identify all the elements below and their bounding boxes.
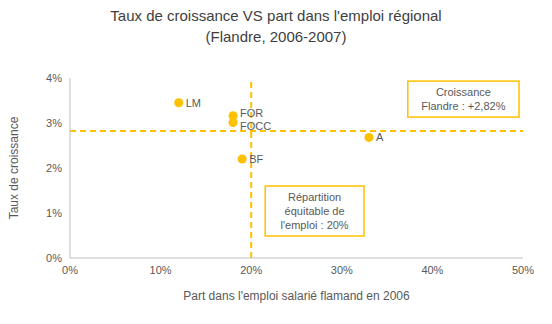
svg-text:LM: LM [186, 97, 201, 109]
html-text:Taux de croissance VS part dan: Taux de croissance VS part dans l'emploi… [110, 7, 442, 24]
svg-text:Croissance: Croissance [436, 86, 491, 98]
svg-text:40%: 40% [421, 264, 443, 276]
svg-text:l'emploi : 20%: l'emploi : 20% [281, 219, 349, 231]
svg-text:FOR: FOR [240, 107, 263, 119]
svg-text:30%: 30% [331, 264, 353, 276]
svg-text:FOCC: FOCC [240, 120, 271, 132]
svg-text:Flandre : +2,82%: Flandre : +2,82% [421, 100, 505, 112]
svg-text:4%: 4% [46, 72, 62, 84]
svg-text:Répartition: Répartition [288, 191, 341, 203]
svg-text:3%: 3% [46, 117, 62, 129]
svg-text:Taux de croissance: Taux de croissance [8, 116, 21, 219]
svg-text:10%: 10% [150, 264, 172, 276]
svg-text:0%: 0% [46, 252, 62, 264]
svg-text:équitable de: équitable de [285, 205, 345, 217]
html-text:(Flandre, 2006-2007): (Flandre, 2006-2007) [205, 28, 347, 45]
svg-text:A: A [376, 131, 384, 143]
svg-text:50%: 50% [512, 264, 534, 276]
svg-text:BF: BF [249, 153, 263, 165]
svg-text:2%: 2% [46, 162, 62, 174]
svg-text:0%: 0% [62, 264, 78, 276]
svg-text:20%: 20% [240, 264, 262, 276]
svg-text:Part dans l'emploi salarié fla: Part dans l'emploi salarié flamand en 20… [183, 289, 410, 303]
svg-text:1%: 1% [46, 207, 62, 219]
